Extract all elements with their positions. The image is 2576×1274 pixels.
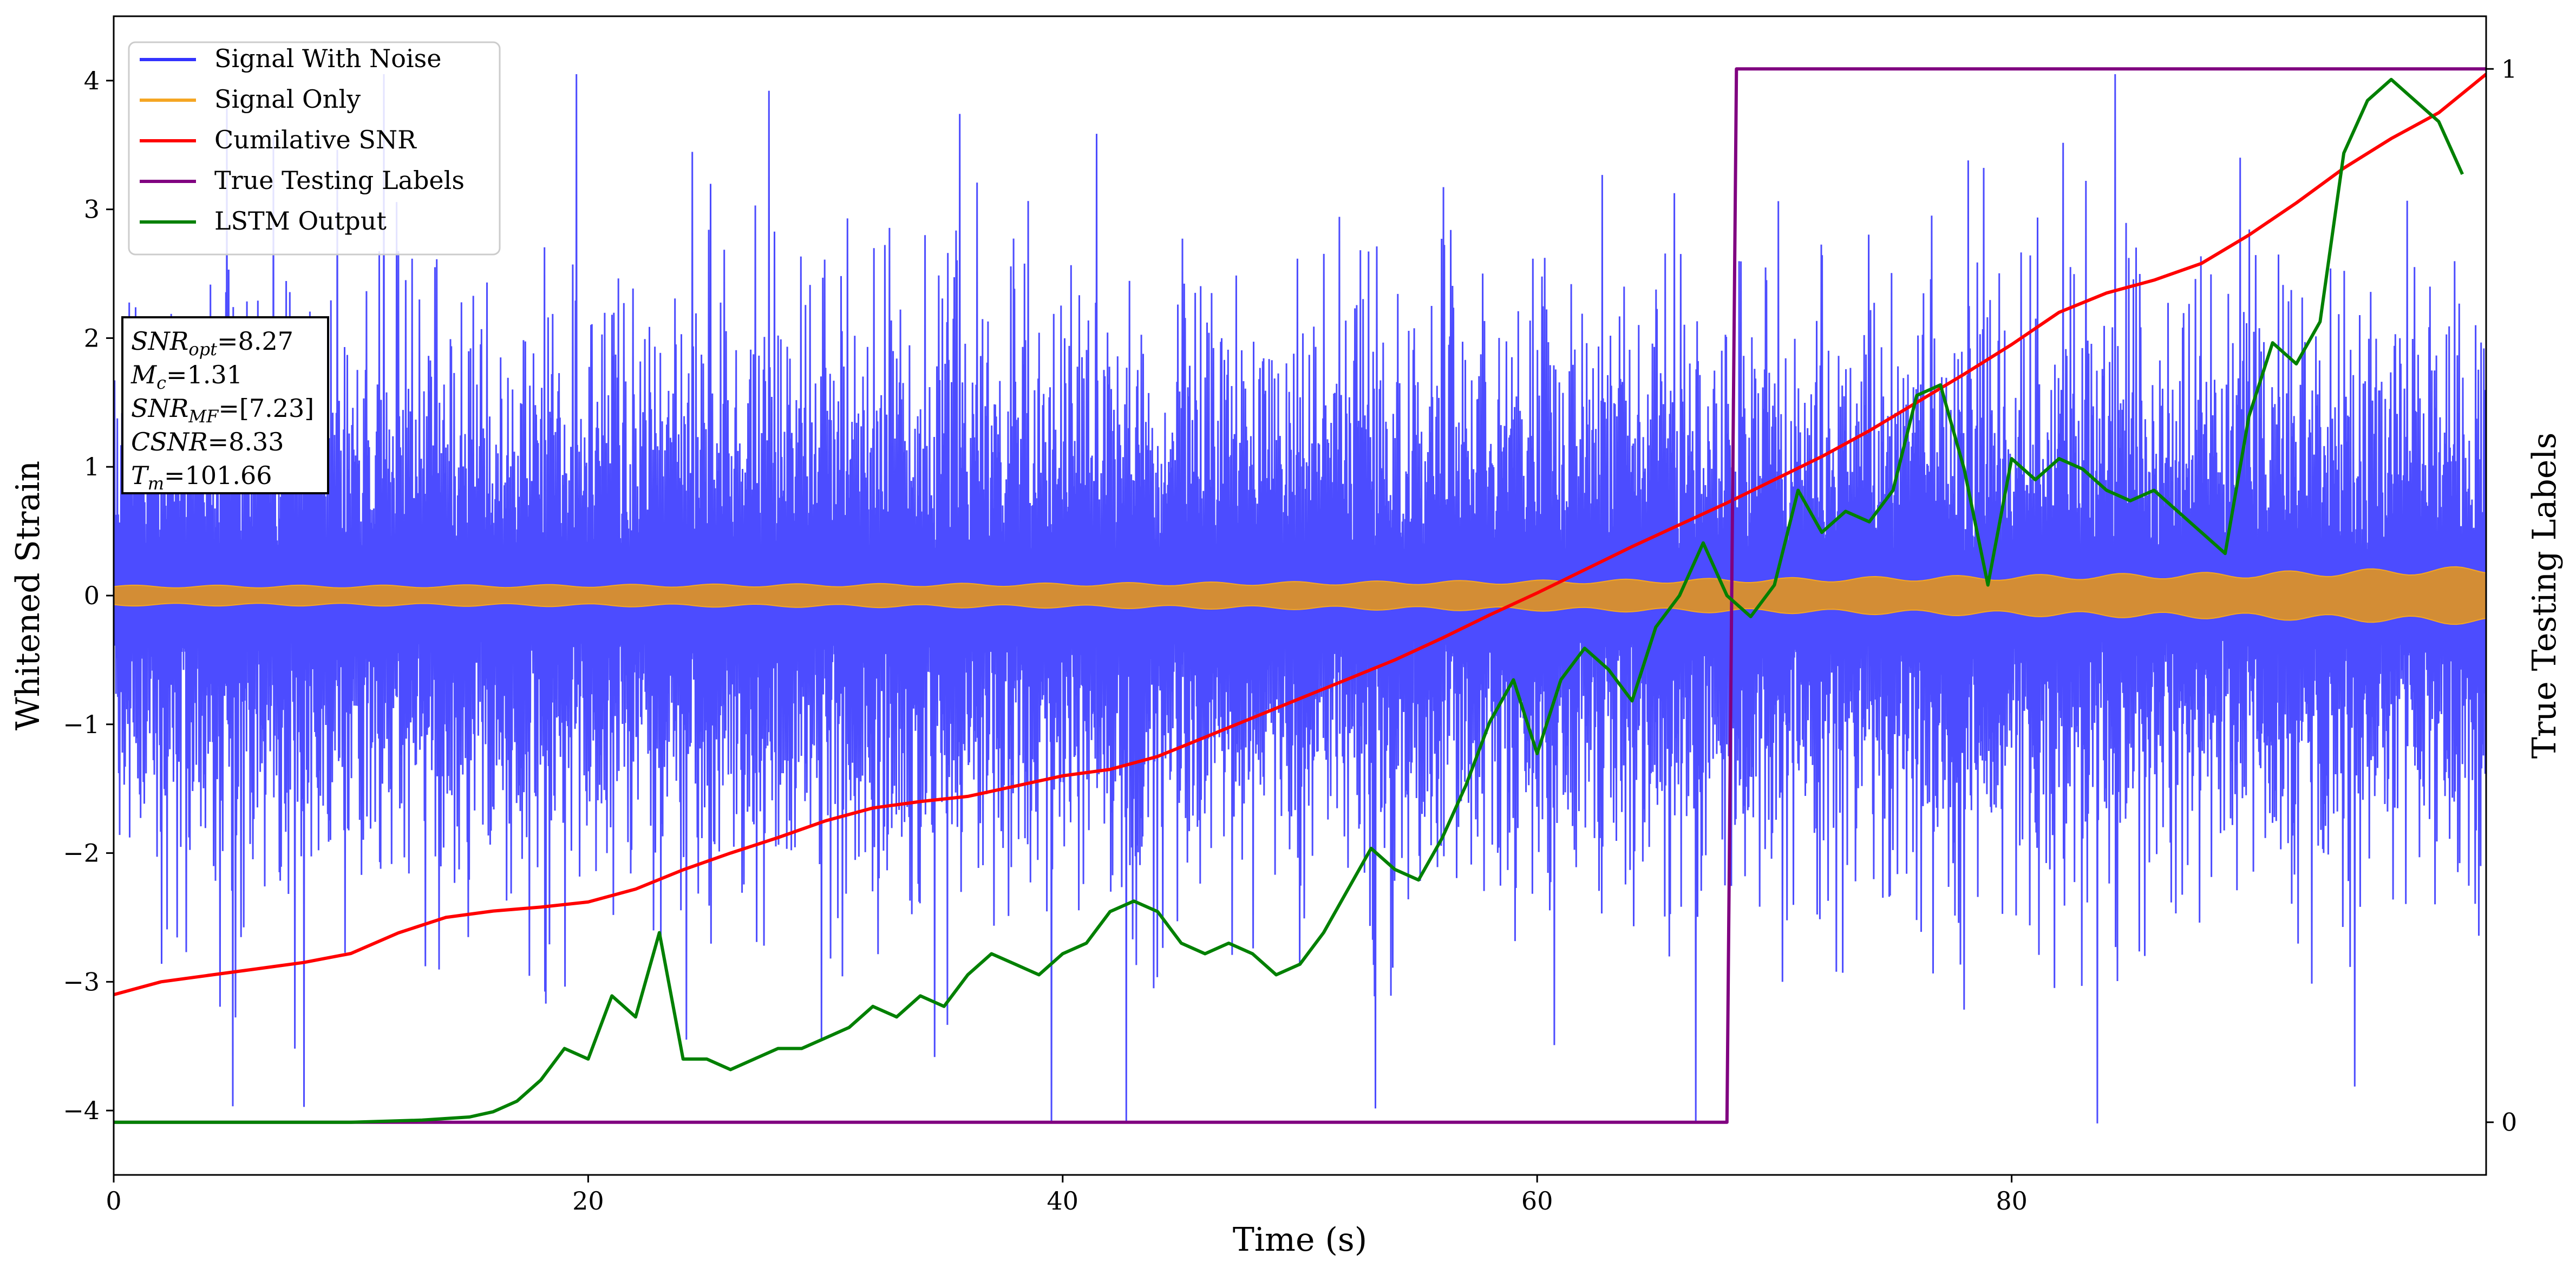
series-true-testing-labels [114, 67, 2486, 1124]
y2-tick-label: 0 [2501, 1108, 2517, 1137]
y-tick-label: 3 [84, 195, 100, 224]
legend: Signal With Noise Signal Only Cumilative S… [128, 41, 501, 256]
y-axis-label: Whitened Strain [9, 461, 47, 730]
y2-axis-label: True Testing Labels [2526, 433, 2564, 759]
annotation-frame [121, 316, 329, 494]
y-tick-label: 4 [84, 66, 100, 95]
y-tick-label: −1 [63, 710, 100, 739]
y-tick-label: −3 [63, 967, 100, 996]
signal-envelope [114, 566, 2486, 625]
y-tick-label: −2 [63, 839, 100, 868]
y-tick-label: 1 [84, 452, 100, 481]
x-tick-label: 80 [1996, 1186, 2028, 1216]
x-tick-label: 0 [106, 1186, 121, 1216]
y-tick-label: −4 [63, 1096, 100, 1125]
annotation-line: Mc=1.31 [130, 360, 243, 393]
series-signal-only [114, 566, 2486, 625]
legend-entry: LSTM Output [214, 206, 387, 236]
legend-box [128, 41, 501, 256]
y-tick-label: 2 [84, 323, 100, 352]
legend-entry: Signal Only [214, 84, 361, 114]
x-tick-label: 40 [1047, 1186, 1079, 1216]
series-cumilative-snr [114, 73, 2486, 996]
x-tick-label: 60 [1521, 1186, 1553, 1216]
legend-entry: Signal With Noise [214, 44, 441, 73]
x-axis-label: Time (s) [1233, 1221, 1367, 1259]
legend-entry: Cumilative SNR [214, 125, 417, 154]
annotation-line: Tm=101.66 [131, 461, 272, 494]
y-tick-label: 0 [84, 581, 100, 610]
series-lines [114, 67, 2486, 1124]
annotation-line: CSNR=8.33 [131, 427, 284, 456]
annotation-line: SNRopt=8.27 [131, 326, 293, 360]
x-tick-label: 20 [572, 1186, 604, 1216]
series-lstm-output [114, 77, 2464, 1124]
annotation-line: SNRMF=[7.23] [131, 394, 314, 427]
legend-entry: True Testing Labels [214, 166, 465, 195]
y2-tick-label: 1 [2501, 54, 2517, 83]
